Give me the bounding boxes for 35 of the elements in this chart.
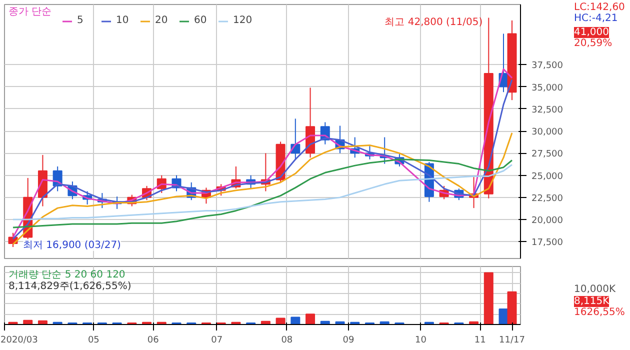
y-tick-label: 35,000 (532, 83, 564, 94)
text: HC:-4,21 (574, 13, 618, 24)
x-tick-label: 05 (88, 336, 100, 346)
x-tick-label: 09 (342, 336, 354, 346)
text: 10,000K (574, 284, 616, 295)
x-tick-label: 11 (474, 336, 486, 346)
legend-label: 60 (194, 15, 208, 26)
legend-title: 종가 단순 (8, 6, 52, 18)
legend-label: 10 (116, 15, 130, 26)
x-tick-label: 06 (147, 336, 160, 346)
text: LC:142,60 (574, 2, 625, 13)
y-tick-label: 22,500 (532, 194, 564, 204)
annotation: 거래량 단순 5 20 60 120 (8, 269, 126, 280)
y-tick-label: 20,000 (532, 216, 564, 226)
text: 20,59% (574, 38, 612, 49)
legend-label: 120 (233, 15, 253, 26)
y-tick-label: 17,500 (532, 238, 564, 248)
y-tick-label: 25,000 (532, 172, 564, 182)
text: 41,000 (574, 27, 609, 38)
y-tick-label: 32,500 (532, 105, 564, 116)
x-tick-label: 11/17 (499, 336, 525, 346)
y-tick-label: 37,500 (532, 61, 564, 72)
x-tick-label: 07 (211, 336, 223, 346)
y-tick-label: 30,000 (532, 128, 564, 138)
x-tick-label: 2020/03 (0, 336, 38, 346)
legend-label: 5 (77, 15, 84, 26)
annotation: 최고 42,800 (11/05) (384, 16, 483, 28)
x-tick-label: 10 (414, 336, 427, 346)
text: 8,115K (574, 296, 610, 307)
annotation: 최저 16,900 (03/27) (22, 240, 122, 251)
y-tick-label: 27,500 (532, 150, 564, 160)
text: 1626,55% (574, 307, 625, 318)
annotation: 8,114,829주(1,626,55%) (8, 281, 132, 292)
legend-label: 20 (155, 15, 169, 26)
x-tick-label: 08 (281, 336, 293, 346)
